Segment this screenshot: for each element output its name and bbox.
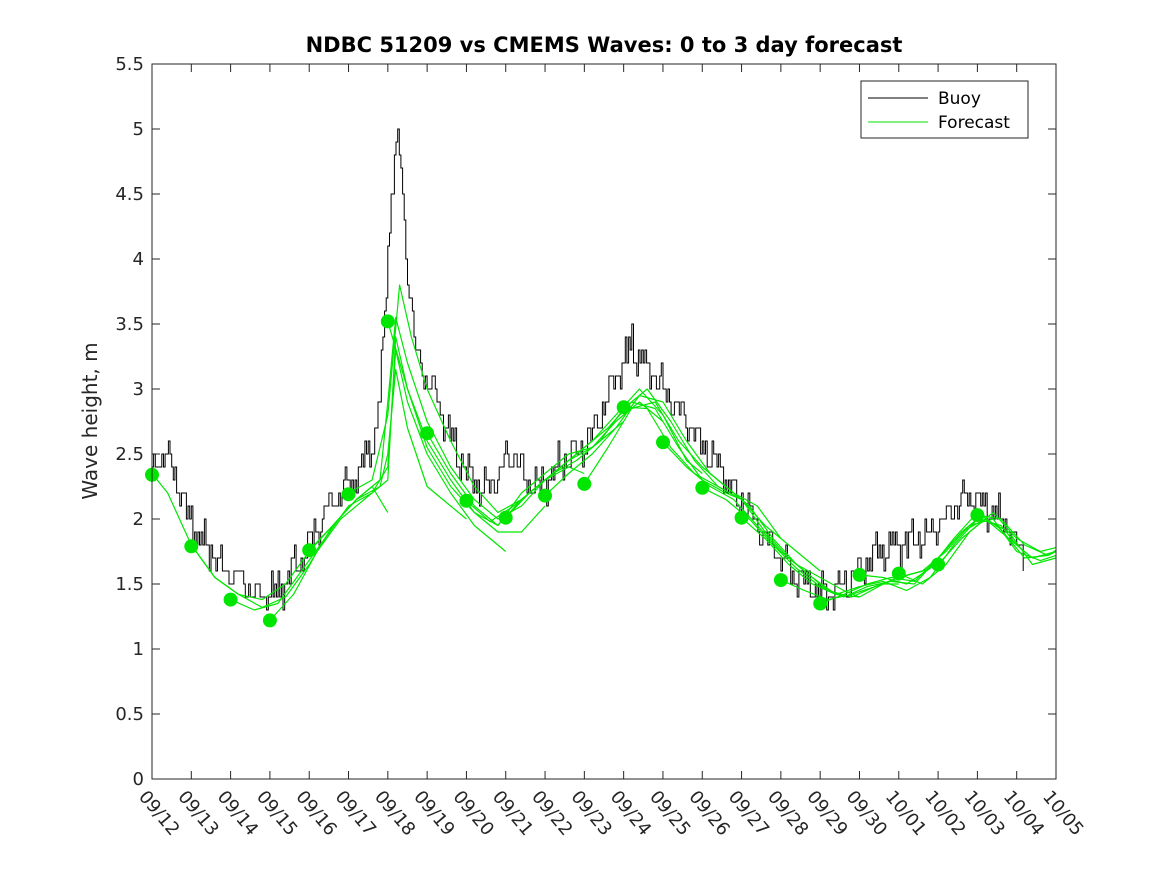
y-tick-label: 0 (133, 769, 144, 790)
y-axis-label: Wave height, m (78, 342, 102, 499)
forecast-marker (813, 596, 828, 611)
y-tick-label: 1.5 (115, 574, 144, 595)
forecast-marker (498, 510, 513, 525)
forecast-marker (695, 480, 710, 495)
legend-box (860, 80, 1029, 139)
forecast-series-line (780, 518, 1057, 601)
forecast-series-line (348, 284, 625, 514)
y-tick-label: 2.5 (115, 444, 144, 465)
forecast-marker (852, 567, 867, 582)
y-tick-label: 1 (133, 639, 144, 660)
y-tick-label: 2 (133, 509, 144, 530)
forecast-series-line (977, 514, 1057, 557)
forecast-marker (223, 592, 238, 607)
y-tick-label: 4.5 (115, 184, 144, 205)
forecast-marker (656, 435, 670, 450)
forecast-marker (262, 613, 277, 628)
forecast-series-line (937, 518, 1057, 566)
legend-forecast-label: Forecast (938, 113, 1010, 133)
forecast-marker (734, 510, 749, 525)
forecast-marker (970, 508, 985, 523)
forecast-marker (891, 566, 906, 581)
forecast-marker (538, 488, 552, 503)
legend: Buoy Forecast (860, 80, 1029, 139)
forecast-marker (577, 476, 592, 491)
forecast-marker (931, 557, 946, 572)
plot-frame (151, 63, 1057, 780)
forecast-marker (420, 426, 435, 441)
y-tick-label: 5 (133, 119, 144, 140)
y-tick-label: 3 (133, 379, 144, 400)
forecast-series-line (544, 394, 821, 572)
forecast-series-line (308, 316, 585, 551)
forecast-marker (459, 493, 474, 508)
y-tick-label: 3.5 (115, 314, 144, 335)
forecast-marker (380, 314, 395, 329)
chart-title: NDBC 51209 vs CMEMS Waves: 0 to 3 day fo… (306, 33, 903, 57)
forecast-series-line (269, 336, 546, 621)
legend-buoy-label: Buoy (938, 89, 981, 109)
forecast-series-line (583, 401, 860, 598)
forecast-series-line (230, 349, 507, 611)
forecast-marker (184, 539, 199, 554)
forecast-series-line (859, 511, 1057, 585)
forecast-marker (341, 487, 356, 502)
y-tick-label: 4 (133, 249, 144, 270)
y-tick-label: 0.5 (115, 704, 144, 725)
forecast-marker (616, 400, 631, 415)
forecast-marker (302, 543, 317, 558)
forecast-series-line (387, 321, 664, 527)
forecast-series-line (623, 406, 899, 598)
forecast-marker (773, 573, 788, 588)
y-tick-label: 5.5 (115, 54, 144, 75)
